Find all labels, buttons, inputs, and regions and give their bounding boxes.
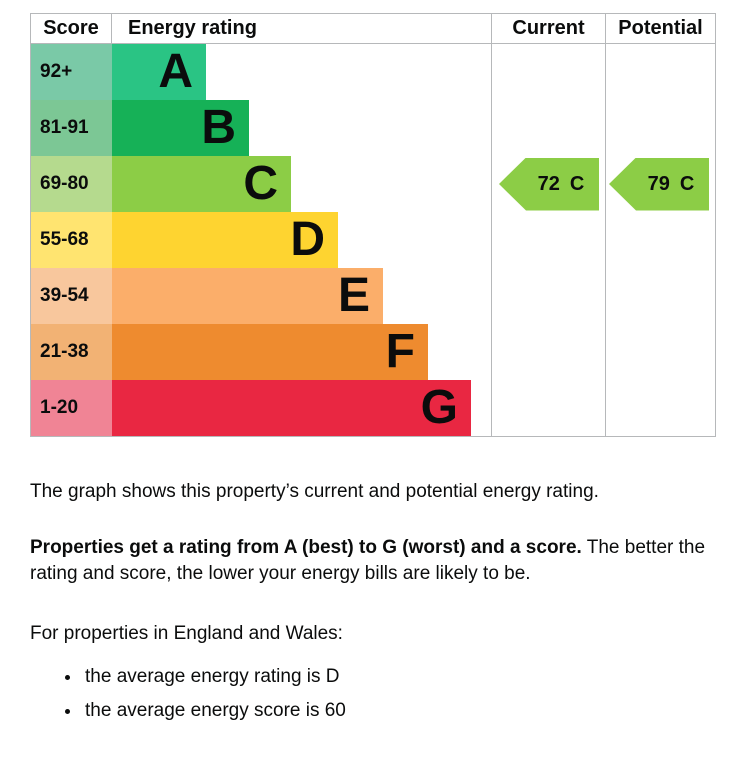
- band-letter: F: [385, 325, 415, 378]
- band-bar-cell: F: [112, 324, 491, 380]
- description-text: The graph shows this property’s current …: [30, 479, 716, 724]
- band-row-c: 69-80 C 72 C 79 C: [31, 156, 715, 212]
- current-cell: [491, 212, 605, 268]
- band-score-range: 81-91: [31, 100, 112, 156]
- current-cell: 72 C: [491, 156, 605, 212]
- header-energy-rating: Energy rating: [128, 17, 257, 39]
- current-cell: [491, 380, 605, 436]
- header-potential: Potential: [605, 14, 715, 43]
- list-item-average-score: the average energy score is 60: [82, 698, 716, 724]
- band-row-e: 39-54 E: [31, 268, 715, 324]
- band-score-range: 92+: [31, 44, 112, 100]
- band-bar: G: [112, 380, 471, 436]
- epc-page: Score Energy rating Current Potential 92…: [0, 0, 746, 724]
- band-letter: C: [243, 157, 278, 210]
- potential-cell: [605, 100, 715, 156]
- band-rows-container: 92+ A 81-91 B 69-80 C 72 C 79 C 55-68: [31, 44, 715, 436]
- band-bar: B: [112, 100, 249, 156]
- england-wales-intro: For properties in England and Wales:: [30, 623, 343, 644]
- header-current: Current: [491, 14, 605, 43]
- potential-cell: 79 C: [605, 156, 715, 212]
- band-bar: F: [112, 324, 428, 380]
- average-stats-list: the average energy rating is D the avera…: [30, 664, 716, 724]
- current-rating-arrow-letter: C: [569, 172, 585, 195]
- current-cell: [491, 44, 605, 100]
- band-letter: A: [158, 45, 193, 98]
- current-cell: [491, 268, 605, 324]
- band-bar: E: [112, 268, 383, 324]
- band-bar: A: [112, 44, 206, 100]
- band-score-range: 1-20: [31, 380, 112, 436]
- band-row-f: 21-38 F: [31, 324, 715, 380]
- potential-cell: [605, 268, 715, 324]
- energy-rating-chart: Score Energy rating Current Potential 92…: [30, 13, 716, 437]
- rating-explanation: Properties get a rating from A (best) to…: [30, 535, 716, 587]
- band-letter: G: [420, 381, 458, 434]
- potential-cell: [605, 324, 715, 380]
- band-row-g: 1-20 G: [31, 380, 715, 436]
- potential-rating-arrow-score: 79: [647, 172, 670, 195]
- current-cell: [491, 100, 605, 156]
- potential-cell: [605, 212, 715, 268]
- current-cell: [491, 324, 605, 380]
- band-bar-cell: G: [112, 380, 491, 436]
- band-bar-cell: B: [112, 100, 491, 156]
- current-rating-arrow: 72 C: [499, 157, 599, 211]
- graph-description: The graph shows this property’s current …: [30, 481, 599, 502]
- header-score: Score: [31, 14, 112, 43]
- band-bar-cell: E: [112, 268, 491, 324]
- band-row-d: 55-68 D: [31, 212, 715, 268]
- band-score-range: 69-80: [31, 156, 112, 212]
- band-bar-cell: C: [112, 156, 491, 212]
- band-bar: C: [112, 156, 291, 212]
- current-rating-arrow-score: 72: [537, 172, 560, 195]
- potential-cell: [605, 380, 715, 436]
- chart-header-row: Score Energy rating Current Potential: [31, 14, 715, 44]
- potential-cell: [605, 44, 715, 100]
- band-score-range: 39-54: [31, 268, 112, 324]
- band-bar-cell: D: [112, 212, 491, 268]
- band-bar: D: [112, 212, 338, 268]
- band-row-a: 92+ A: [31, 44, 715, 100]
- rating-explanation-bold: Properties get a rating from A (best) to…: [30, 537, 582, 558]
- band-letter: D: [290, 213, 325, 266]
- list-item-average-rating: the average energy rating is D: [82, 664, 716, 690]
- band-bar-cell: A: [112, 44, 491, 100]
- band-letter: E: [337, 269, 370, 322]
- rating-explanation-rest: The better the rating and score, the low…: [30, 537, 706, 584]
- band-score-range: 55-68: [31, 212, 112, 268]
- band-score-range: 21-38: [31, 324, 112, 380]
- band-row-b: 81-91 B: [31, 100, 715, 156]
- potential-rating-arrow: 79 C: [609, 157, 709, 211]
- potential-rating-arrow-letter: C: [679, 172, 695, 195]
- band-letter: B: [201, 101, 236, 154]
